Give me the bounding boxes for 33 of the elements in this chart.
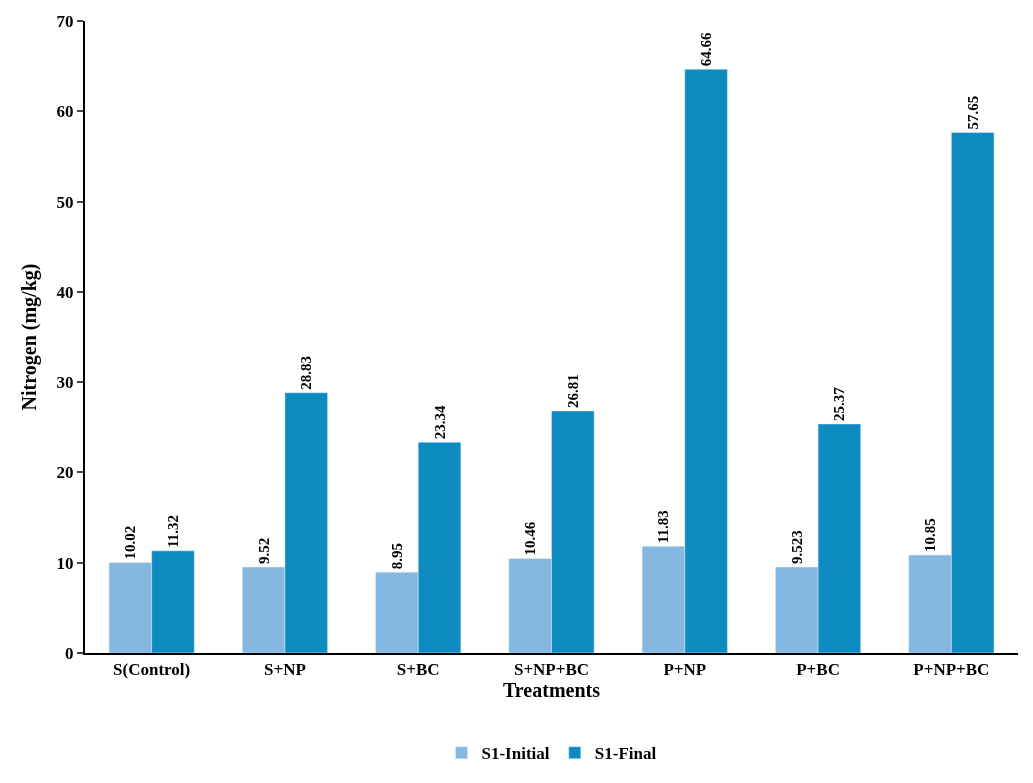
data-label: 9.523	[788, 530, 805, 565]
x-axis-title: Treatments	[502, 679, 601, 702]
legend-label: S1-Final	[594, 744, 657, 764]
data-label: 25.37	[831, 386, 848, 421]
x-tick-label: S+NP	[264, 660, 306, 680]
x-tick-label: P+NP+BC	[913, 660, 990, 680]
x-tick-label: P+BC	[796, 660, 840, 680]
legend-label: S1-Initial	[481, 744, 550, 764]
data-label: 26.81	[564, 374, 581, 408]
y-tick-label: 70	[56, 11, 74, 31]
data-label: 8.95	[388, 542, 405, 570]
y-tick-label: 40	[56, 282, 74, 302]
y-tick-label: 60	[56, 102, 74, 122]
x-tick-label: S(Control)	[113, 660, 191, 680]
y-tick-label: 0	[65, 643, 74, 663]
data-label: 9.52	[255, 537, 272, 565]
y-tick-label: 30	[56, 373, 74, 393]
y-tick-label: 10	[56, 553, 74, 573]
data-label: 57.65	[964, 95, 981, 130]
data-label: 28.83	[298, 355, 315, 390]
x-tick-label: S+BC	[396, 660, 440, 680]
y-axis-title: Nitrogen (mg/kg)	[17, 263, 41, 411]
y-tick-label: 20	[56, 463, 74, 483]
data-label: 10.02	[122, 525, 139, 560]
data-label: 11.32	[164, 514, 181, 548]
data-label: 10.46	[522, 521, 539, 556]
data-label: 11.83	[655, 510, 672, 544]
x-tick-label: P+NP	[663, 660, 707, 680]
data-label: 10.85	[922, 518, 939, 553]
x-tick-label: S+NP+BC	[513, 660, 590, 680]
data-label: 23.34	[431, 405, 448, 440]
y-tick-label: 50	[56, 192, 74, 212]
data-label: 64.66	[698, 31, 715, 67]
